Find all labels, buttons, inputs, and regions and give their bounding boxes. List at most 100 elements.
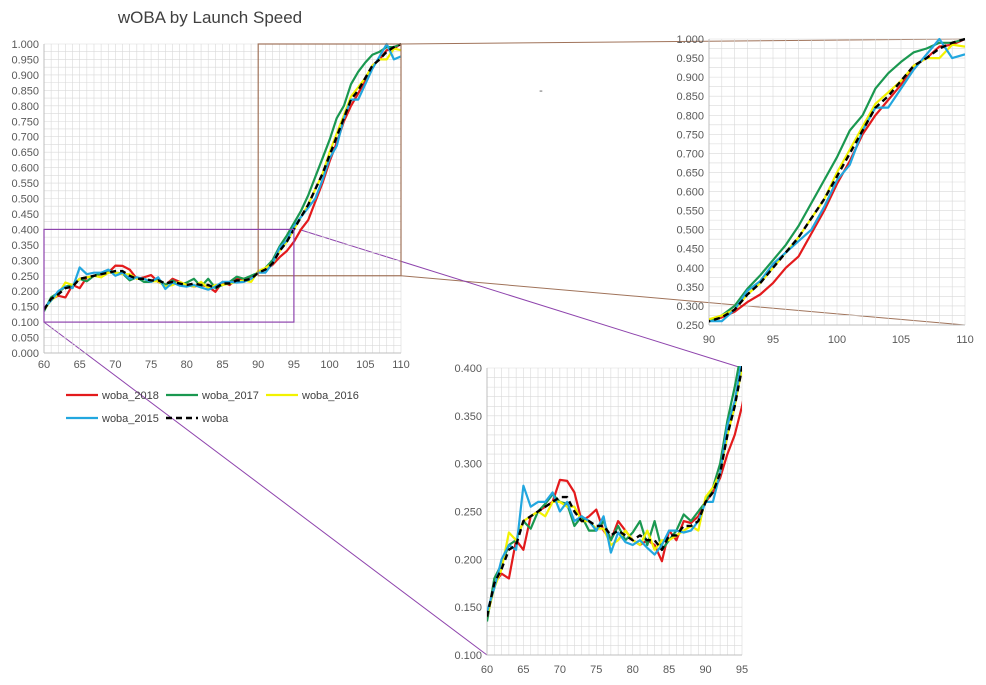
y-tick-label: 0.200	[454, 554, 482, 566]
x-tick-label: 80	[181, 359, 193, 371]
series-line-woba-2016	[487, 366, 742, 617]
y-tick-label: 0.550	[676, 206, 704, 218]
x-tick-label: 65	[517, 664, 529, 676]
y-tick-label: 0.950	[11, 54, 39, 66]
zoom-low-panel: 60 65 70 75 80 85 90 95 0.100 0.150 0.200 0.250 0.30…	[454, 363, 748, 676]
series-group	[44, 42, 401, 312]
y-tick-label: 0.250	[454, 507, 482, 519]
y-tick-label: 0.650	[11, 147, 39, 159]
connector-line	[400, 275, 966, 326]
y-tick-label: 0.150	[454, 602, 482, 614]
y-tick-label: 0.300	[11, 255, 39, 267]
y-tick-label: 0.750	[11, 116, 39, 128]
y-tick-label: 0.350	[11, 240, 39, 252]
y-tick-label: 0.450	[676, 244, 704, 256]
y-tick-label: 0.700	[11, 132, 39, 144]
legend-label: woba_2015	[101, 413, 159, 425]
y-tick-label: 0.500	[11, 194, 39, 206]
main-panel: 60 65 70 75 80 85 90 95 100 105 110 0.000 0.050 0.100…	[11, 39, 409, 371]
x-tick-label: 100	[828, 334, 846, 346]
y-tick-label: 0.800	[11, 101, 39, 113]
legend-label: woba_2018	[101, 390, 159, 402]
y-tick-label: 0.100	[454, 650, 482, 662]
y-tick-label: 0.650	[676, 167, 704, 179]
x-tick-label: 75	[145, 359, 157, 371]
y-tick-label: 0.150	[11, 302, 39, 314]
x-tick-label: 95	[767, 334, 779, 346]
legend-label: woba	[201, 413, 229, 425]
y-tick-label: 0.350	[676, 282, 704, 294]
series-line-woba-2016	[709, 43, 965, 321]
y-tick-label: 1.000	[11, 39, 39, 51]
y-tick-label: 0.750	[676, 129, 704, 141]
y-tick-label: 0.250	[11, 271, 39, 283]
y-tick-label: 0.250	[676, 320, 704, 332]
chart-title: wOBA by Launch Speed	[117, 8, 302, 27]
y-tick-label: 0.400	[676, 263, 704, 275]
zoom-high-panel: 90 95 100 105 110 0.250 0.300 0.350 0.400 0.450 0.…	[676, 34, 974, 346]
x-tick-label: 100	[320, 359, 338, 371]
stray-dash-mark: -	[539, 85, 543, 97]
x-tick-label: 70	[554, 664, 566, 676]
x-tick-label: 70	[109, 359, 121, 371]
y-tick-label: 0.800	[676, 110, 704, 122]
y-tick-label: 0.900	[676, 72, 704, 84]
y-tick-label: 1.000	[676, 34, 704, 46]
y-tick-label: 0.850	[676, 91, 704, 103]
y-tick-label: 0.550	[11, 178, 39, 190]
x-tick-label: 85	[216, 359, 228, 371]
series-group	[487, 366, 742, 622]
series-line-woba-2017	[709, 37, 965, 323]
gridlines	[43, 43, 402, 354]
series-line-woba	[709, 37, 965, 323]
y-tick-label: 0.900	[11, 70, 39, 82]
legend-label: woba_2016	[301, 390, 359, 402]
zoom-box-high	[257, 43, 402, 277]
x-tick-label: 80	[627, 664, 639, 676]
x-tick-label: 60	[38, 359, 50, 371]
legend-label: woba_2017	[201, 390, 259, 402]
zoom-box-low	[43, 228, 295, 323]
x-tick-label: 75	[590, 664, 602, 676]
series-line-woba	[487, 366, 742, 617]
y-tick-label: 0.100	[11, 317, 39, 329]
x-tick-label: 110	[956, 334, 974, 346]
y-tick-label: 0.450	[11, 209, 39, 221]
series-line-woba-2015	[487, 366, 742, 613]
y-tick-label: 0.400	[11, 224, 39, 236]
x-tick-label: 85	[663, 664, 675, 676]
x-tick-label: 105	[892, 334, 910, 346]
series-line-woba-2015	[44, 42, 401, 309]
y-tick-label: 0.600	[11, 163, 39, 175]
series-line-woba-2015	[709, 37, 965, 323]
x-tick-label: 95	[288, 359, 300, 371]
x-tick-label: 110	[392, 359, 410, 371]
y-tick-label: 0.300	[676, 301, 704, 313]
x-tick-label: 95	[736, 664, 748, 676]
y-tick-label: 0.850	[11, 85, 39, 97]
y-tick-label: 0.700	[676, 148, 704, 160]
y-tick-label: 0.350	[454, 411, 482, 423]
y-tick-label: 0.300	[454, 459, 482, 471]
x-tick-label: 105	[356, 359, 374, 371]
x-tick-label: 90	[703, 334, 715, 346]
connector-line	[43, 321, 488, 656]
y-tick-label: 0.400	[454, 363, 482, 375]
x-tick-label: 60	[481, 664, 493, 676]
y-tick-label: 0.500	[676, 225, 704, 237]
x-tick-label: 90	[252, 359, 264, 371]
y-tick-label: 0.050	[11, 333, 39, 345]
series-group	[709, 37, 965, 323]
y-tick-label: 0.600	[676, 187, 704, 199]
x-tick-label: 90	[699, 664, 711, 676]
legend: woba_2018 woba_2017 woba_2016 woba_2015 woba	[66, 390, 359, 425]
series-line-woba	[44, 42, 401, 311]
gridlines	[486, 367, 743, 656]
zoom-connectors	[43, 38, 966, 656]
series-line-woba-2018	[709, 37, 965, 323]
x-tick-label: 65	[74, 359, 86, 371]
connector-line	[400, 38, 966, 45]
y-tick-label: 0.000	[11, 348, 39, 360]
y-tick-label: 0.200	[11, 286, 39, 298]
y-tick-label: 0.950	[676, 53, 704, 65]
